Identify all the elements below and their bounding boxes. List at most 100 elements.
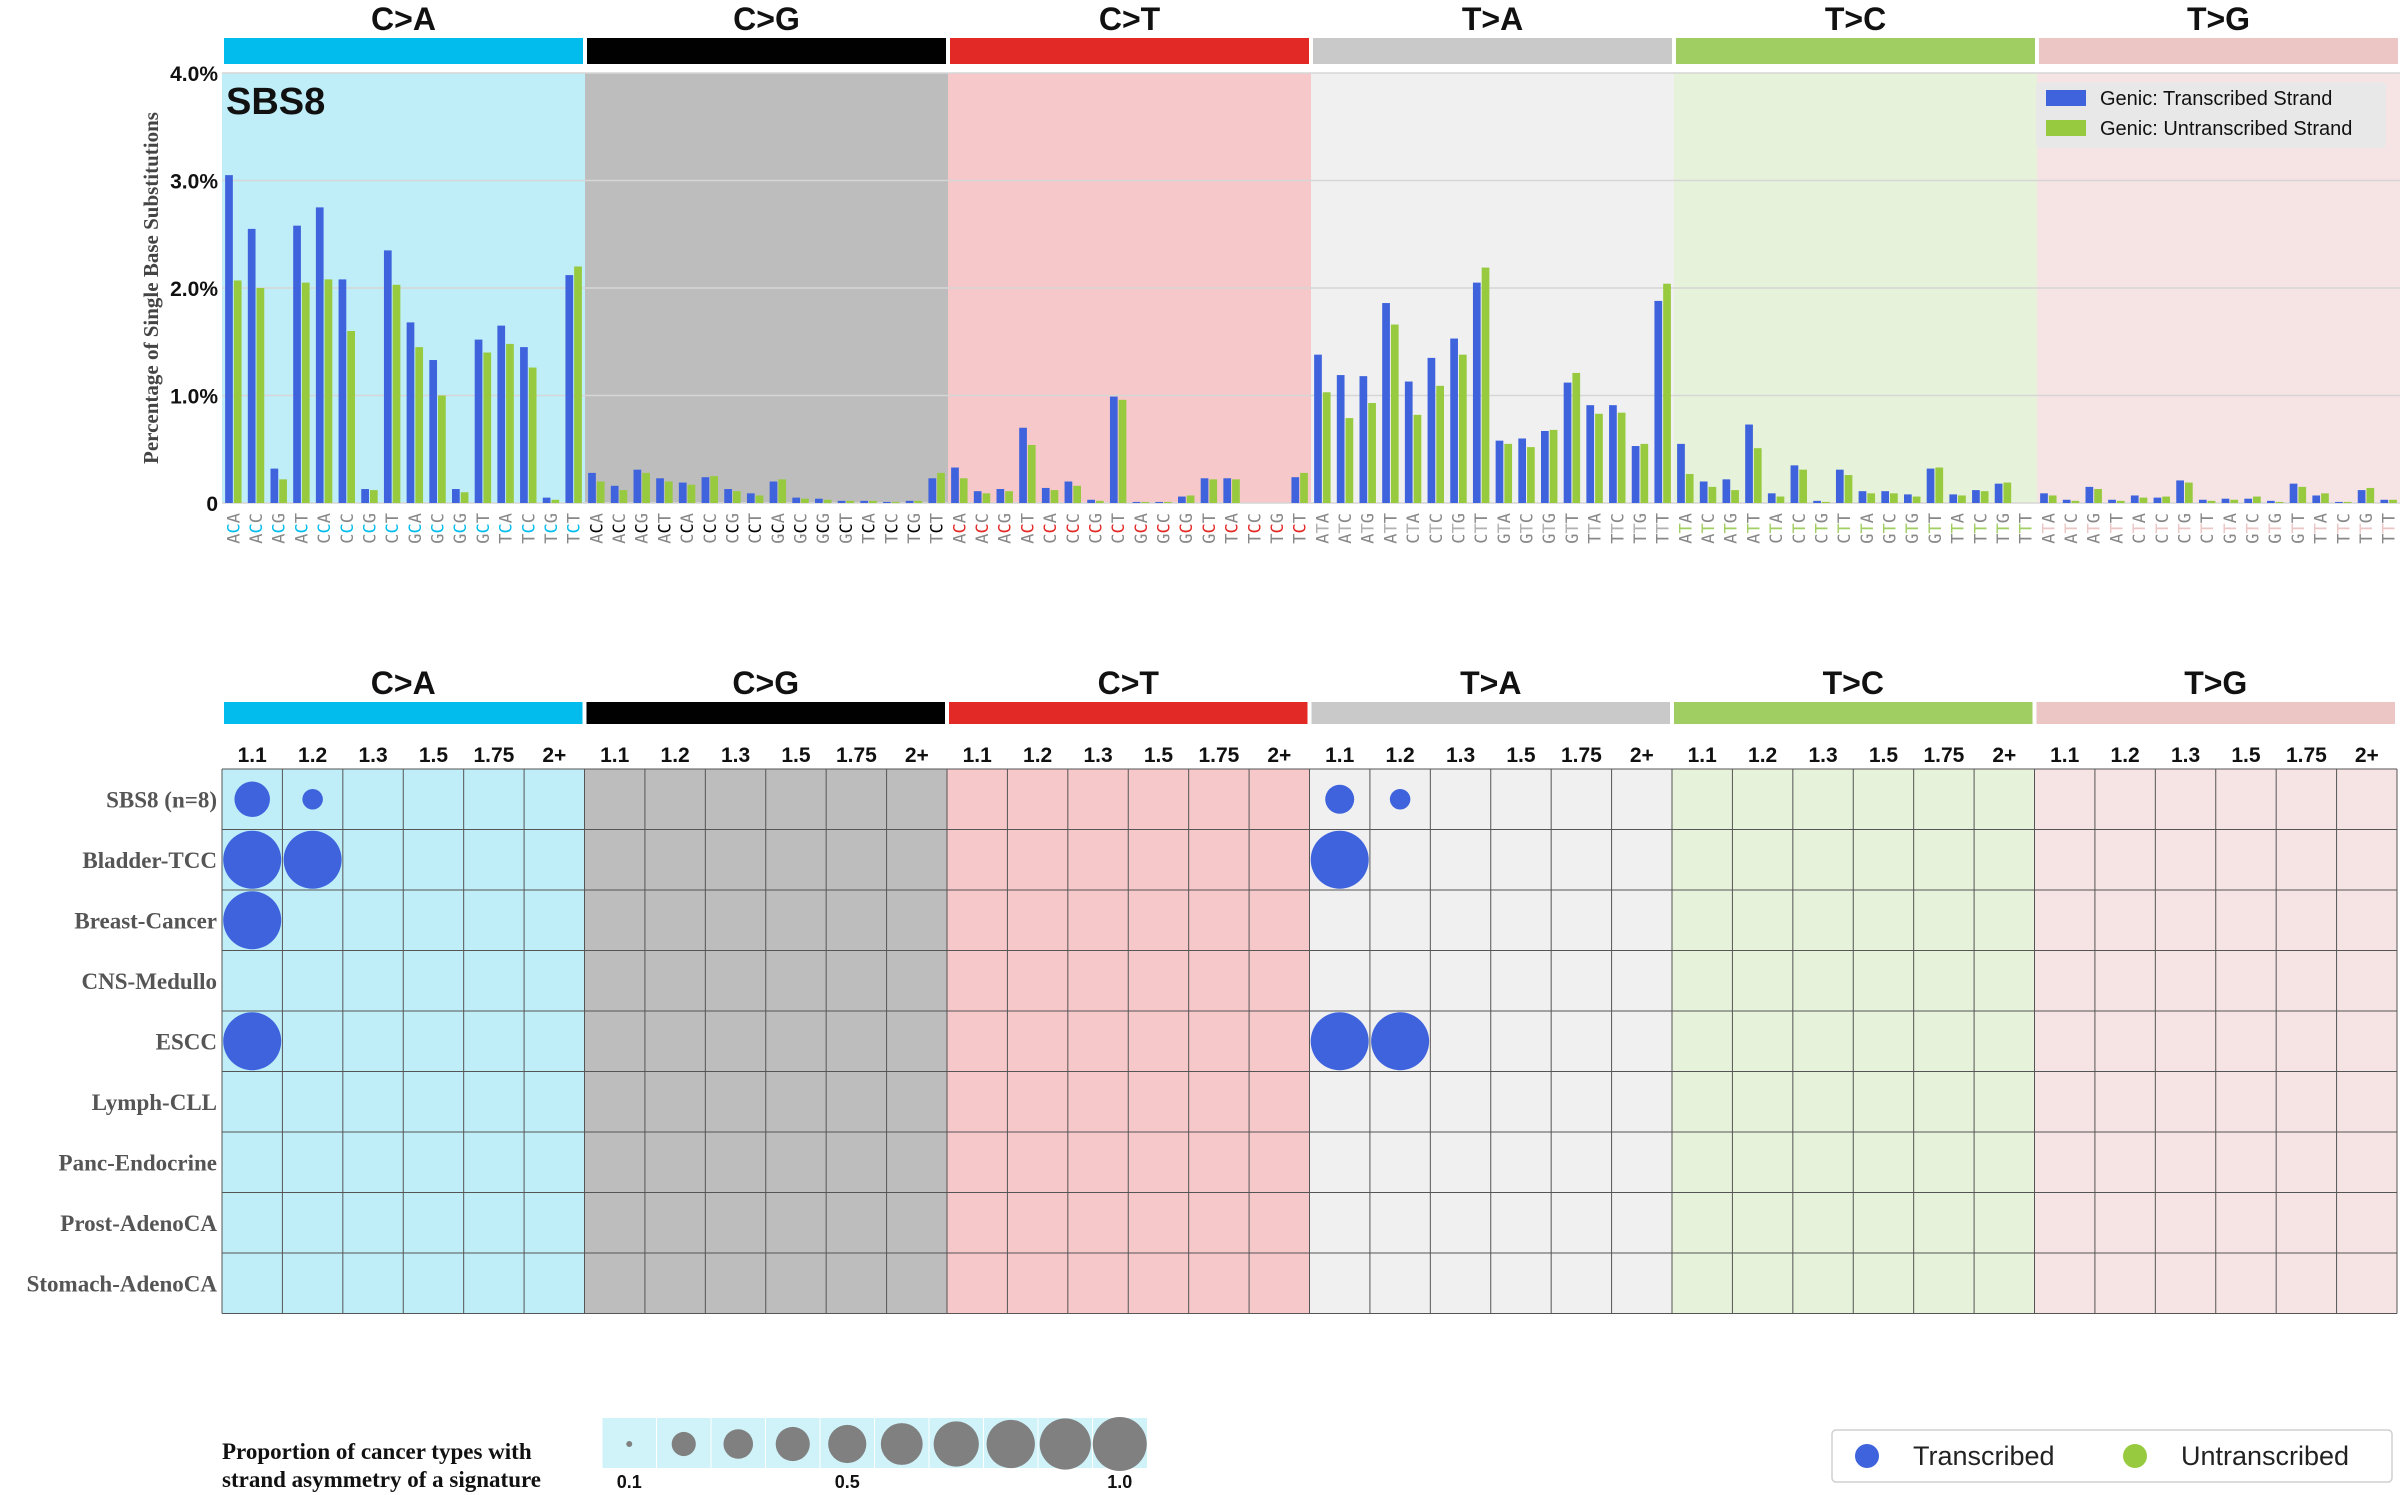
- x-tick-base: A: [1699, 534, 1719, 544]
- bar-untranscribed: [1731, 490, 1739, 503]
- asymmetry-bubble: [1310, 1012, 1369, 1071]
- asymmetry-bubble: [302, 788, 323, 810]
- x-tick-base: C: [678, 523, 698, 533]
- bar-transcribed: [1041, 487, 1050, 503]
- bar-untranscribed: [1504, 443, 1513, 503]
- column-label: 2+: [1992, 744, 2016, 767]
- x-tick-base: C: [338, 534, 358, 544]
- x-tick-base: A: [406, 513, 426, 523]
- x-tick-label-text: TTG: [2357, 513, 2377, 544]
- x-tick-base: T: [1835, 513, 1855, 523]
- bar-untranscribed: [732, 491, 741, 503]
- x-tick-base: T: [1381, 513, 1401, 523]
- x-tick-base: T: [2130, 523, 2150, 533]
- x-tick-label-text: TTT: [2017, 513, 2037, 544]
- x-tick-base: T: [519, 534, 539, 544]
- x-tick-base: T: [1858, 523, 1878, 533]
- bar-untranscribed: [1844, 475, 1853, 503]
- x-tick-label-text: TCT: [565, 513, 585, 544]
- column-label: 1.2: [1386, 744, 1415, 767]
- column-label: 1.1: [1325, 744, 1355, 767]
- bar-untranscribed: [1572, 372, 1581, 503]
- x-tick-base: T: [928, 513, 948, 523]
- size-legend: Proportion of cancer types with strand as…: [222, 1417, 1147, 1492]
- row-label: Panc-Endocrine: [59, 1150, 217, 1175]
- bar-untranscribed: [2207, 500, 2216, 503]
- x-tick-label-text: ATC: [2062, 513, 2082, 544]
- x-tick-base: G: [1631, 513, 1651, 523]
- x-tick-base: T: [2357, 523, 2377, 533]
- bar-untranscribed: [460, 492, 469, 503]
- x-tick-label-text: GCT: [474, 513, 494, 544]
- x-tick-base: T: [1722, 523, 1742, 533]
- x-tick-base: A: [950, 534, 970, 544]
- x-tick-label: CCC: [1064, 513, 1084, 544]
- bar-transcribed: [905, 500, 914, 503]
- x-tick-label-text: ATT: [1744, 513, 1764, 544]
- asymmetry-bubble: [1325, 784, 1355, 814]
- x-tick-base: C: [882, 523, 902, 533]
- bar-transcribed: [1087, 499, 1095, 503]
- mutation-type-bar: [949, 702, 1308, 724]
- bar-untranscribed: [664, 481, 673, 503]
- x-tick-label: GCG: [814, 513, 834, 544]
- bar-untranscribed: [1164, 501, 1172, 503]
- x-tick-label: GCC: [1155, 513, 1175, 544]
- x-tick-base: A: [587, 513, 607, 523]
- bar-transcribed: [2312, 495, 2321, 503]
- bar-untranscribed: [279, 479, 287, 503]
- x-tick-base: G: [2085, 513, 2105, 523]
- x-tick-base: T: [2380, 534, 2400, 544]
- x-tick-base: T: [1427, 523, 1447, 533]
- x-tick-base: T: [1381, 523, 1401, 533]
- mutation-type-header: T>A: [1460, 665, 1521, 701]
- x-tick-base: C: [1790, 513, 1810, 523]
- x-tick-base: A: [950, 513, 970, 523]
- x-tick-base: C: [451, 523, 471, 533]
- x-tick-base: C: [406, 523, 426, 533]
- size-legend-label: 1.0: [1107, 1472, 1132, 1492]
- x-tick-label-text: ACA: [224, 513, 244, 544]
- bar-untranscribed: [2253, 496, 2261, 503]
- x-tick-base: T: [1631, 523, 1651, 533]
- bar-transcribed: [1223, 478, 1232, 503]
- x-tick-label-text: ACG: [270, 513, 290, 544]
- bar-transcribed: [1178, 496, 1186, 503]
- bar-untranscribed: [1436, 385, 1444, 503]
- x-tick-label: ATG: [2085, 513, 2105, 544]
- x-tick-base: C: [360, 534, 380, 544]
- x-tick-base: C: [860, 523, 880, 533]
- bar-untranscribed: [1958, 495, 1966, 503]
- x-tick-base: G: [474, 534, 494, 544]
- bar-untranscribed: [755, 495, 764, 503]
- x-tick-label: TTT: [1654, 513, 1674, 544]
- legend-swatch: [2046, 90, 2086, 106]
- x-tick-base: C: [905, 523, 925, 533]
- bar-untranscribed: [2184, 482, 2193, 503]
- bar-transcribed: [815, 498, 823, 503]
- x-tick-label-text: GCG: [451, 513, 471, 544]
- strand-legend-label: Transcribed: [1913, 1441, 2055, 1471]
- column-label: 2+: [1267, 744, 1291, 767]
- x-tick-base: C: [1245, 513, 1265, 523]
- x-tick-label-text: TTG: [1631, 513, 1651, 544]
- column-label: 1.1: [238, 744, 268, 767]
- x-tick-label: ATA: [1313, 513, 1333, 544]
- bar-untranscribed: [891, 501, 900, 503]
- x-tick-base: C: [247, 513, 267, 523]
- x-tick-label-text: CCG: [723, 513, 743, 544]
- mutation-type-header: C>A: [371, 665, 436, 701]
- bar-untranscribed: [1708, 486, 1717, 503]
- x-tick-base: C: [1064, 523, 1084, 533]
- x-tick-label-text: CCG: [360, 513, 380, 544]
- bar-transcribed: [429, 360, 438, 503]
- bar-transcribed: [860, 500, 869, 503]
- x-tick-label-text: GCT: [837, 513, 857, 544]
- bar-untranscribed: [1027, 444, 1036, 503]
- x-tick-base: G: [1563, 534, 1583, 544]
- x-tick-label-text: ATC: [1336, 513, 1356, 544]
- x-tick-label: TCC: [882, 513, 902, 544]
- bar-transcribed: [610, 485, 619, 503]
- x-tick-base: G: [1858, 534, 1878, 544]
- x-tick-base: G: [1132, 534, 1152, 544]
